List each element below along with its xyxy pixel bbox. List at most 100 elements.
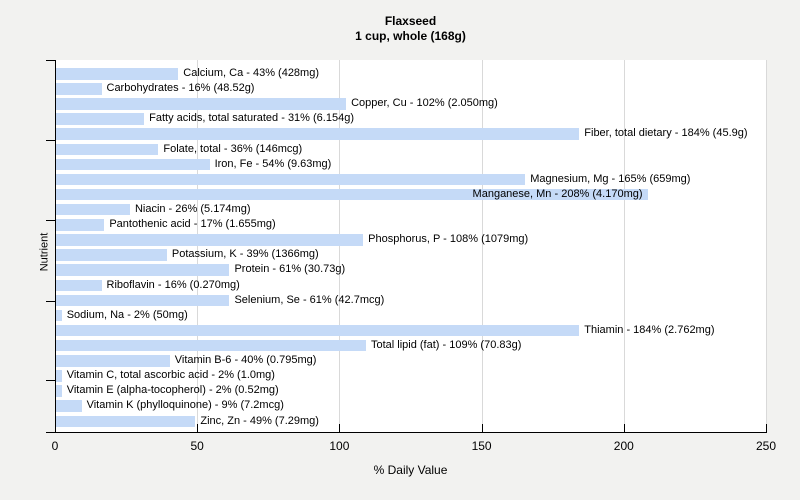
y-axis-label: Nutrient (38, 232, 51, 272)
bar-label: Niacin - 26% (5.174mg) (134, 202, 251, 215)
bar-vitamin-c-total-ascorbic-acid (56, 370, 62, 382)
bar-fatty-acids-total-saturated (56, 113, 145, 125)
bar-label: Folate, total - 36% (146mcg) (163, 142, 303, 155)
bar-row: Magnesium, Mg - 165% (659mg) (56, 172, 767, 186)
bar-label: Calcium, Ca - 43% (428mg) (183, 67, 319, 79)
x-tick-label-250: 250 (755, 439, 777, 453)
plot-area: Calcium, Ca - 43% (428mg) Carbohydrates -… (46, 60, 767, 433)
bar-label: Copper, Cu - 102% (2.050mg) (351, 97, 498, 110)
bar-calcium-ca (56, 68, 179, 80)
bar-label: Riboflavin - 16% (0.270mg) (106, 278, 240, 291)
bar-label: Potassium, K - 39% (1366mg) (171, 248, 319, 261)
x-axis-label: % Daily Value (373, 463, 448, 477)
x-tick-label-200: 200 (613, 439, 634, 453)
y-tick-mark-0 (46, 60, 55, 61)
bar-row: Vitamin B-6 - 40% (0.795mg) (56, 355, 767, 367)
bar-row: Total lipid (fat) - 109% (70.83g) (56, 338, 767, 352)
chart-title: Flaxseed (384, 14, 437, 28)
bar-magnesium-mg (56, 173, 526, 186)
y-tick-mark-4 (46, 380, 55, 381)
bar-label: Vitamin K (phylloquinone) - 9% (7.2mcg) (86, 399, 284, 412)
bar-copper-cu (56, 98, 347, 110)
bar-folate-total (56, 143, 159, 156)
x-tick-label-0: 0 (51, 439, 59, 453)
gridline-50 (197, 60, 199, 432)
bar-label: Vitamin B-6 - 40% (0.795mg) (174, 354, 317, 367)
bar-manganese-mn (56, 188, 648, 201)
bar-vitamin-k-phylloquinone- (56, 400, 82, 412)
y-tick-mark-2 (46, 220, 55, 221)
bar-label: Zinc, Zn - 49% (7.29mg) (200, 414, 319, 427)
bar-vitamin-e-alpha-tocopherol- (56, 385, 62, 397)
bar-label: Fatty acids, total saturated - 31% (6.15… (149, 112, 354, 125)
bar-label: Carbohydrates - 16% (48.52g) (106, 82, 255, 95)
bar-row: Niacin - 26% (5.174mg) (56, 202, 767, 216)
bar-zinc-zn (56, 415, 196, 428)
bar-label: Sodium, Na - 2% (50mg) (66, 308, 188, 321)
y-tick-mark-1 (46, 140, 55, 141)
gridline-150 (481, 60, 483, 432)
bar-carbohydrates (56, 83, 102, 95)
bar-label: Manganese, Mn - 208% (4.170mg) (472, 187, 643, 200)
gridline-200 (623, 60, 625, 432)
x-tick-mark-200 (623, 424, 625, 432)
bar-row: Phosphorus, P - 108% (1079mg) (56, 234, 767, 246)
bar-label: Fiber, total dietary - 184% (45.9g) (584, 127, 748, 140)
bar-selenium-se (56, 294, 230, 307)
bar-row: Vitamin C, total ascorbic acid - 2% (1.0… (56, 370, 767, 382)
bar-row: Copper, Cu - 102% (2.050mg) (56, 98, 767, 110)
bar-label: Protein - 61% (30.73g) (234, 263, 346, 276)
bar-row: Folate, total - 36% (146mcg) (56, 142, 767, 156)
bar-label: Iron, Fe - 54% (9.63mg) (214, 157, 332, 170)
bar-label: Thiamin - 184% (2.762mg) (584, 323, 715, 336)
bar-label: Total lipid (fat) - 109% (70.83g) (370, 338, 522, 351)
bar-phosphorus-p (56, 234, 364, 246)
bar-row: Iron, Fe - 54% (9.63mg) (56, 157, 767, 171)
bar-label: Phosphorus, P - 108% (1079mg) (368, 233, 529, 246)
bar-label: Vitamin E (alpha-tocopherol) - 2% (0.52m… (66, 384, 279, 397)
bar-potassium-k (56, 249, 167, 261)
bar-row: Vitamin E (alpha-tocopherol) - 2% (0.52m… (56, 385, 767, 397)
x-tick-mark-250 (766, 424, 767, 432)
bar-protein (56, 264, 230, 276)
bar-label: Pantothenic acid - 17% (1.655mg) (109, 218, 276, 231)
bar-row: Calcium, Ca - 43% (428mg) (56, 67, 767, 80)
x-tick-mark-100 (339, 424, 341, 432)
bar-sodium-na (56, 309, 62, 322)
x-tick-mark-150 (481, 424, 483, 432)
bar-row: Selenium, Se - 61% (42.7mcg) (56, 293, 767, 307)
x-tick-label-150: 150 (471, 439, 492, 453)
bar-fiber-total-dietary (56, 128, 580, 140)
gridline-250 (766, 60, 767, 432)
bar-row: Riboflavin - 16% (0.270mg) (56, 278, 767, 292)
bar-row: Vitamin K (phylloquinone) - 9% (7.2mcg) (56, 400, 767, 412)
bar-row: Pantothenic acid - 17% (1.655mg) (56, 219, 767, 231)
x-tick-label-100: 100 (329, 439, 350, 453)
y-tick-mark-3 (46, 301, 55, 302)
bar-total-lipid-fat- (56, 339, 366, 352)
bar-iron-fe (56, 158, 210, 171)
bar-row: Thiamin - 184% (2.762mg) (56, 323, 767, 337)
bar-row: Manganese, Mn - 208% (4.170mg) (56, 187, 767, 201)
bar-row: Fatty acids, total saturated - 31% (6.15… (56, 113, 767, 125)
bar-row: Zinc, Zn - 49% (7.29mg) (56, 414, 767, 428)
bar-niacin (56, 203, 130, 216)
gridline-100 (339, 60, 341, 432)
bar-row: Fiber, total dietary - 184% (45.9g) (56, 128, 767, 140)
y-tick-mark-5 (46, 432, 55, 433)
bar-row: Carbohydrates - 16% (48.52g) (56, 83, 767, 95)
bar-label: Magnesium, Mg - 165% (659mg) (530, 172, 691, 185)
bar-row: Protein - 61% (30.73g) (56, 264, 767, 276)
bar-thiamin (56, 324, 580, 337)
bar-label: Vitamin C, total ascorbic acid - 2% (1.0… (66, 369, 275, 382)
bar-pantothenic-acid (56, 219, 105, 231)
bar-row: Sodium, Na - 2% (50mg) (56, 308, 767, 322)
bar-row: Potassium, K - 39% (1366mg) (56, 249, 767, 261)
bar-vitamin-b-6 (56, 355, 170, 367)
x-tick-mark-50 (197, 424, 199, 432)
x-tick-label-50: 50 (190, 439, 204, 453)
bar-label: Selenium, Se - 61% (42.7mcg) (234, 293, 385, 306)
chart-subtitle: 1 cup, whole (168g) (355, 29, 466, 43)
bar-riboflavin (56, 279, 102, 292)
